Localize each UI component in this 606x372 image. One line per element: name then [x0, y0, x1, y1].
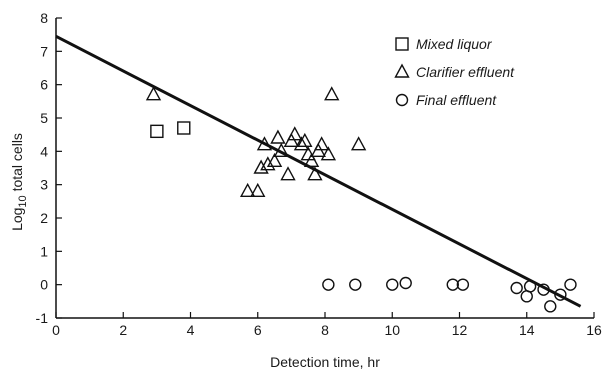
y-tick-label: 1	[40, 243, 48, 259]
circle-point	[399, 276, 412, 290]
y-tick-label: 7	[40, 43, 48, 59]
y-tick-label: 5	[40, 110, 48, 126]
legend: Mixed liquor Clarifier effluent Final effl…	[394, 36, 515, 108]
circle-point	[386, 278, 399, 291]
x-tick-label: 0	[52, 322, 60, 338]
x-tick-label: 10	[384, 322, 400, 338]
legend-label: Clarifier effluent	[416, 64, 515, 80]
y-tick-label: 3	[40, 177, 48, 193]
triangle-point	[307, 166, 323, 181]
triangle-point	[239, 182, 256, 198]
legend-circle-icon	[395, 93, 409, 107]
x-tick-label: 16	[586, 322, 602, 338]
regression-line	[55, 34, 582, 308]
triangle-point	[280, 166, 296, 181]
triangle-point	[324, 86, 340, 101]
circle-point	[456, 278, 470, 291]
triangle-point	[260, 156, 276, 171]
legend-label: Mixed liquor	[416, 36, 493, 52]
legend-triangle-icon	[394, 63, 410, 78]
circle-point	[510, 281, 523, 295]
triangle-point	[320, 146, 337, 161]
y-tick-label: 0	[40, 277, 48, 293]
x-tick-label: 14	[519, 322, 535, 338]
x-tick-label: 8	[321, 322, 329, 338]
legend-label: Final effluent	[416, 92, 497, 108]
triangle-point	[270, 129, 286, 144]
triangle-point	[250, 182, 266, 198]
circle-point	[537, 283, 550, 296]
triangle-point	[303, 152, 320, 168]
circle-point	[322, 278, 335, 291]
x-tick-label: 4	[187, 322, 195, 338]
triangle-point	[266, 152, 283, 168]
triangle-point	[253, 159, 269, 174]
x-tick-label: 2	[119, 322, 127, 338]
y-tick-label: 4	[40, 143, 48, 159]
triangle-point	[273, 142, 289, 158]
circle-point	[544, 300, 557, 313]
square-point	[177, 121, 191, 135]
triangle-point	[145, 86, 162, 101]
circle-point	[523, 280, 537, 293]
y-tick-label: -1	[36, 310, 49, 326]
x-axis-title: Detection time, hr	[270, 354, 380, 370]
circle-point	[446, 278, 459, 291]
y-tick-label: 2	[40, 210, 48, 226]
triangle-point	[350, 136, 367, 151]
square-point	[150, 124, 164, 139]
x-tick-label: 6	[254, 322, 262, 338]
circle-point	[554, 288, 567, 301]
y-tick-label: 8	[40, 10, 48, 26]
circle-point	[564, 278, 577, 291]
y-tick-label: 6	[40, 77, 48, 93]
x-tick-label: 12	[452, 322, 468, 338]
triangle-point	[297, 132, 313, 148]
triangle-point	[256, 136, 273, 151]
y-axis-title: Log10 total cells	[9, 133, 29, 231]
circle-point	[349, 278, 362, 291]
triangle-point	[313, 136, 330, 151]
triangle-point	[287, 126, 303, 141]
data-points	[145, 86, 577, 313]
legend-square-icon	[395, 37, 409, 51]
triangle-point	[293, 136, 310, 151]
